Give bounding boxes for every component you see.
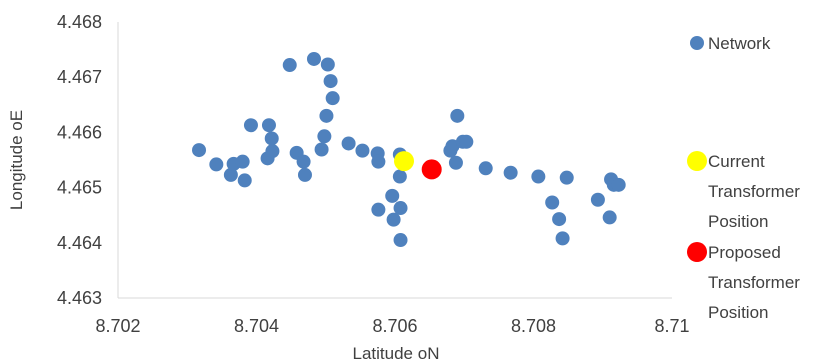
network-point [393,233,408,248]
x-tick-label: 8.702 [95,316,140,336]
y-tick-label: 4.466 [57,122,102,142]
network-point [392,169,407,184]
legend-label: Transformer [708,182,800,201]
network-point [393,201,408,216]
network-point [192,143,207,158]
network-point [355,143,370,158]
network-point [341,136,356,151]
x-axis-title: Latitude oN [353,344,440,362]
legend-label: Proposed [708,243,781,262]
network-point [555,231,570,246]
network-point [611,177,626,192]
x-tick-label: 8.71 [654,316,689,336]
network-point [325,91,340,106]
legend-marker [690,36,704,50]
network-point [223,167,238,182]
network-point [265,144,280,159]
network-point [448,155,463,170]
network-point [545,195,560,210]
legend-marker [687,151,707,171]
network-point [296,154,311,169]
network-point [297,167,312,182]
network-point [371,154,386,169]
network-point [319,108,334,123]
network-point [320,57,335,72]
y-tick-label: 4.465 [57,178,102,198]
network-point [385,188,400,203]
network-point [306,51,321,66]
x-tick-labels: 8.702 8.704 8.706 8.708 8.71 [95,316,689,336]
legend-label: Position [708,212,768,231]
network-point [478,161,493,176]
y-axis-title: Longitude oE [7,110,26,210]
network-point [386,212,401,227]
legend-label: Network [708,34,771,53]
network-point [503,165,518,180]
y-tick-label: 4.464 [57,233,102,253]
network-point [531,169,546,184]
x-tick-label: 8.706 [372,316,417,336]
network-point [261,118,276,133]
network-point [552,212,567,227]
y-tick-label: 4.463 [57,288,102,308]
network-point [314,142,329,157]
x-tick-label: 8.708 [511,316,556,336]
network-point [371,202,386,217]
network-point [317,129,332,144]
y-tick-label: 4.468 [57,12,102,32]
network-point [602,210,617,225]
current-transformer-point [394,151,415,172]
network-point [235,154,250,169]
proposed-transformer-point [421,159,442,180]
network-point [590,192,605,207]
legend-label: Current [708,152,765,171]
y-tick-labels: 4.463 4.464 4.465 4.466 4.467 4.468 [57,12,102,308]
data-points [192,51,626,248]
network-point [450,108,465,123]
network-point [264,131,279,146]
network-point [459,134,474,149]
legend-label: Transformer [708,273,800,292]
x-tick-label: 8.704 [234,316,279,336]
network-point [559,170,574,185]
legend: Network Current Transformer Position Propose… [687,34,800,322]
legend-marker [687,242,707,262]
network-point [282,58,297,73]
network-point [243,118,258,133]
network-point [237,173,252,188]
y-tick-label: 4.467 [57,67,102,87]
network-point [209,157,224,172]
legend-label: Position [708,303,768,322]
network-point [323,74,338,89]
